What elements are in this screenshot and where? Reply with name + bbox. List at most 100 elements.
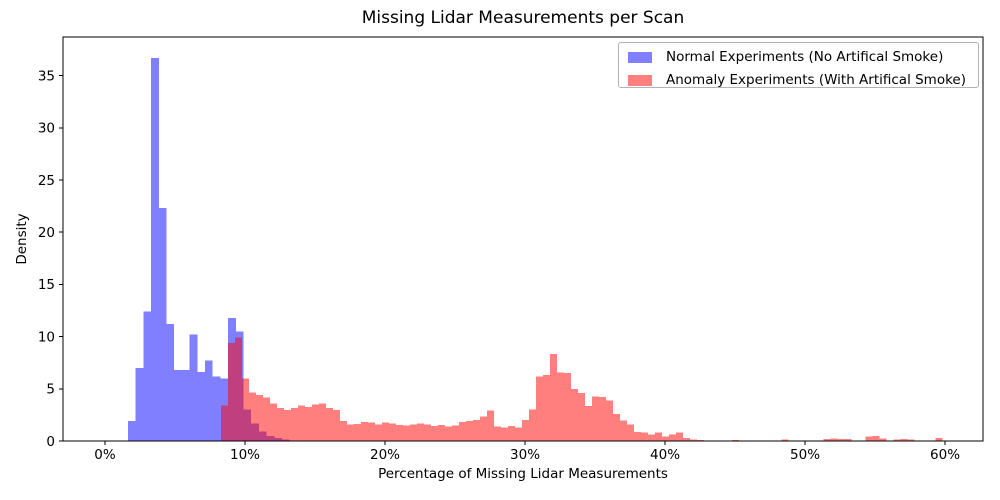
- histogram-bar-anomaly: [669, 434, 677, 441]
- histogram-bar-anomaly: [872, 435, 880, 441]
- histogram-bar-anomaly: [578, 392, 586, 441]
- histogram-bar-anomaly: [900, 438, 908, 441]
- histogram-bar-anomaly: [592, 396, 600, 441]
- histogram-bar-anomaly: [844, 438, 852, 441]
- y-axis-label: Density: [14, 213, 30, 265]
- histogram-bar-anomaly: [830, 438, 838, 441]
- histogram-bar-anomaly: [907, 439, 915, 441]
- histogram-bar-anomaly: [403, 425, 411, 441]
- histogram-bar-anomaly: [543, 375, 551, 441]
- histogram-bar-anomaly: [445, 426, 453, 441]
- x-tick-label: 30%: [510, 447, 540, 463]
- y-tick-label: 15: [38, 277, 55, 293]
- histogram-bar-normal: [181, 370, 190, 441]
- histogram-bar-anomaly: [417, 423, 425, 441]
- histogram-bar-anomaly: [865, 436, 873, 441]
- legend-entry-anomaly: Anomaly Experiments (With Artifical Smok…: [619, 71, 978, 89]
- histogram-bar-anomaly: [305, 407, 313, 441]
- histogram-bar-anomaly: [396, 424, 404, 441]
- histogram-bar-anomaly: [599, 397, 607, 441]
- histogram-bar-anomaly: [424, 424, 432, 441]
- histogram-bar-anomaly: [466, 421, 474, 441]
- histogram-bar-anomaly: [683, 437, 691, 441]
- histogram-bar-anomaly: [655, 432, 663, 441]
- histogram-bar-normal: [204, 360, 213, 441]
- histogram-bar-anomaly: [634, 432, 642, 441]
- histogram-bar-anomaly: [585, 406, 593, 441]
- histogram-bar-anomaly: [823, 438, 831, 441]
- histogram-bar-anomaly: [893, 439, 901, 441]
- histogram-bar-anomaly: [662, 436, 670, 441]
- histogram-bar-normal: [143, 311, 152, 441]
- histogram-bar-anomaly: [641, 432, 649, 441]
- histogram-bar-normal: [174, 370, 182, 441]
- histogram-bar-anomaly: [347, 424, 355, 441]
- histogram-bar-anomaly: [277, 408, 285, 441]
- histogram-bar-anomaly: [697, 439, 705, 441]
- histogram-bar-anomaly: [438, 424, 446, 441]
- y-tick-label: 10: [38, 329, 55, 345]
- histogram-bar-anomaly: [550, 353, 558, 441]
- histogram-bar-anomaly: [319, 403, 327, 441]
- x-tick-label: 50%: [790, 447, 820, 463]
- histogram-bar-anomaly: [837, 438, 845, 441]
- histogram-bar-anomaly: [221, 405, 229, 441]
- histogram-bar-anomaly: [879, 438, 887, 441]
- histogram-bar-anomaly: [256, 395, 264, 441]
- y-tick-label: 35: [38, 68, 55, 84]
- histogram-bar-normal: [151, 57, 159, 441]
- histogram-bar-anomaly: [368, 422, 376, 441]
- histogram-bar-anomaly: [606, 400, 614, 441]
- x-axis-label: Percentage of Missing Lidar Measurements: [378, 466, 668, 482]
- histogram-bar-anomaly: [487, 410, 495, 441]
- histogram-bar-anomaly: [571, 388, 579, 441]
- histogram-bar-anomaly: [620, 420, 628, 441]
- histogram-bar-anomaly: [676, 432, 684, 441]
- x-tick-label: 20%: [370, 447, 400, 463]
- histogram-bar-normal: [127, 421, 136, 441]
- histogram-bar-anomaly: [431, 425, 439, 441]
- histogram-bar-anomaly: [690, 439, 698, 441]
- histogram-bar-anomaly: [452, 425, 460, 441]
- histogram-bar-anomaly: [410, 424, 418, 441]
- legend-swatch-anomaly: [628, 74, 652, 86]
- histogram-bar-anomaly: [326, 408, 334, 441]
- histogram-bar-anomaly: [459, 422, 467, 441]
- histogram-bar-anomaly: [361, 422, 369, 441]
- histogram-bar-anomaly: [354, 423, 362, 441]
- histogram-bar-normal: [212, 376, 221, 441]
- histogram-bar-normal: [166, 324, 175, 441]
- histogram-bar-anomaly: [228, 342, 236, 441]
- histogram-bar-anomaly: [473, 420, 481, 441]
- histogram-bar-anomaly: [480, 416, 488, 441]
- histogram-bar-anomaly: [291, 408, 299, 441]
- histogram-bar-anomaly: [627, 424, 635, 441]
- y-tick-label: 0: [46, 434, 55, 450]
- histogram-bar-normal: [197, 372, 205, 441]
- histogram-bar-anomaly: [242, 378, 250, 441]
- plot-border: [62, 36, 984, 442]
- y-tick-label: 30: [38, 121, 55, 137]
- legend-entry-normal: Normal Experiments (No Artifical Smoke): [619, 48, 978, 66]
- y-tick-label: 5: [46, 382, 55, 398]
- histogram-bar-anomaly: [781, 439, 789, 441]
- histogram-bar-anomaly: [333, 410, 341, 441]
- histogram-bar-anomaly: [340, 421, 348, 441]
- x-tick-label: 0%: [94, 447, 116, 463]
- x-tick-label: 40%: [650, 447, 680, 463]
- histogram-bar-normal: [158, 208, 167, 441]
- histogram-bar-anomaly: [270, 403, 278, 441]
- legend: Normal Experiments (No Artifical Smoke) …: [618, 42, 979, 88]
- histogram-bar-anomaly: [515, 427, 523, 441]
- histogram-bar-anomaly: [235, 337, 243, 441]
- y-tick-label: 25: [38, 173, 55, 189]
- legend-label-normal: Normal Experiments (No Artifical Smoke): [666, 49, 944, 65]
- x-tick-label: 10%: [230, 447, 260, 463]
- histogram-bar-anomaly: [312, 404, 320, 441]
- histogram-bar-anomaly: [298, 405, 306, 441]
- histogram-bar-anomaly: [494, 426, 502, 441]
- histogram-bar-normal: [189, 334, 198, 441]
- histogram-bar-anomaly: [536, 376, 544, 441]
